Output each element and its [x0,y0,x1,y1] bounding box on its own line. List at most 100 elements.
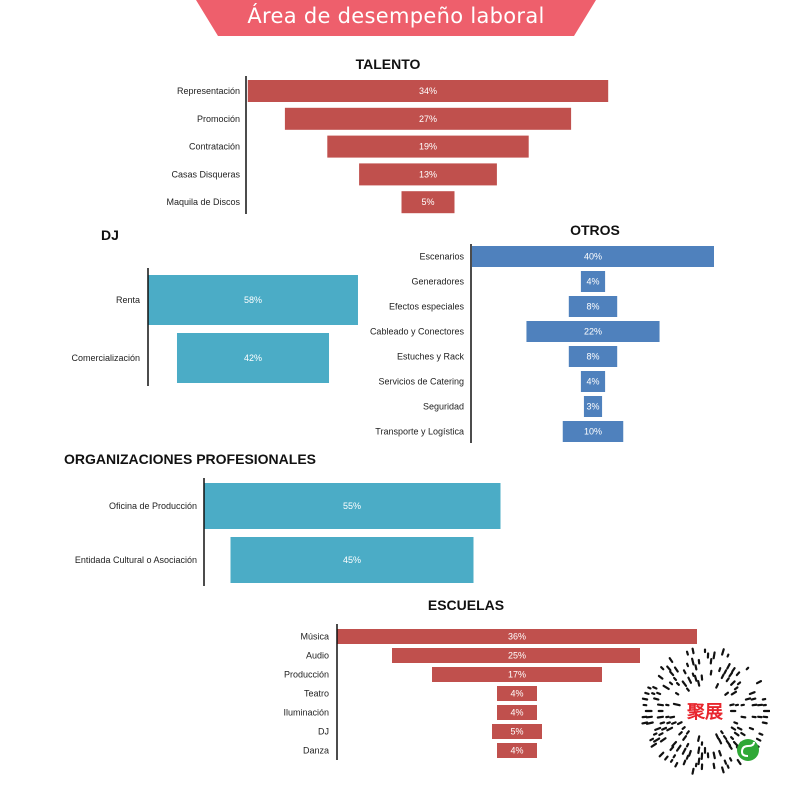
qr-dot [750,697,757,701]
qr-dot [651,692,656,696]
chart-title-organizaciones: ORGANIZACIONES PROFESIONALES [64,451,316,467]
qr-dot [656,691,662,696]
qr-dot [687,676,693,684]
value-label-escuelas-0: 36% [508,632,526,642]
qr-dot [712,762,716,770]
bar-otros-5 [580,371,606,392]
qr-dot [673,676,678,682]
qr-dot [732,740,739,748]
qr-dot [647,686,652,690]
qr-dot [666,726,674,732]
qr-dot [652,732,658,736]
category-label-otros-0: Escenarios [419,252,464,262]
bar-otros-0 [472,246,714,267]
chart-title-talento: TALENTO [356,56,421,72]
qr-dot [669,715,676,719]
value-label-escuelas-5: 5% [510,727,523,737]
qr-dot [658,732,664,737]
bar-escuelas-6 [497,743,537,758]
qr-dot [653,697,660,701]
qr-dot [694,664,698,671]
qr-dot [721,648,725,656]
qr-dot [733,686,739,691]
qr-dot [685,742,690,748]
qr-dot [736,726,743,731]
qr-dot [720,730,724,735]
qr-dot [666,665,672,672]
qr-dot [709,658,713,665]
value-label-escuelas-1: 25% [508,651,526,661]
qr-code[interactable]: 聚展 [640,646,770,776]
qr-dot [662,684,670,691]
qr-dot [685,730,690,735]
qr-dot [660,666,665,671]
qr-dot [718,749,722,757]
category-label-escuelas-5: DJ [318,727,329,737]
qr-dot [691,647,695,655]
value-label-organizaciones-0: 55% [343,501,361,511]
qr-dot [730,680,736,686]
qr-dot [733,721,739,725]
value-label-organizaciones-1: 45% [343,555,361,565]
qr-dot [715,683,720,689]
value-label-escuelas-6: 4% [510,746,523,756]
qr-dot [722,735,728,741]
bar-otros-3 [526,321,660,342]
qr-dot [718,667,722,673]
qr-dot [728,744,733,750]
bar-escuelas-1 [392,648,642,663]
qr-dot [731,667,736,673]
qr-dot [733,731,740,737]
qr-dot [675,681,680,686]
qr-dot [676,721,683,726]
qr-dot [674,761,679,768]
title-banner [196,0,596,36]
qr-dot [755,737,762,742]
qr-dot [726,653,730,658]
bar-otros-7 [562,421,624,442]
qr-dot [685,650,689,656]
qr-dot [697,746,701,755]
qr-dot [697,735,701,742]
bar-escuelas-2 [432,667,602,682]
qr-dot [653,737,661,743]
bar-talento-1 [284,107,572,130]
qr-dot [691,657,695,666]
bar-otros-2 [568,296,618,317]
qr-dot [723,759,728,765]
qr-dot [744,697,752,701]
value-label-talento-3: 13% [419,169,437,179]
banner-shape [196,0,596,36]
category-label-dj-1: Comercialización [71,353,140,363]
category-label-talento-0: Representación [177,86,240,96]
value-label-otros-3: 22% [584,327,602,337]
qr-dot [715,733,720,740]
qr-dot [748,726,755,731]
bar-escuelas-3 [497,686,537,701]
bar-talento-0 [247,80,609,102]
qr-dot [664,755,669,761]
qr-dot [721,766,725,774]
category-label-otros-7: Transporte y Logística [375,427,464,437]
qr-dot [649,737,655,742]
qr-dot [728,671,734,678]
value-label-otros-2: 8% [586,302,599,312]
qr-dot [654,726,662,731]
value-label-talento-1: 27% [419,114,437,124]
qr-dot [726,764,730,769]
qr-dot [641,721,649,725]
bar-escuelas-0 [337,629,697,644]
qr-dot [720,673,725,680]
category-label-escuelas-6: Danza [303,746,329,756]
qr-dot [730,690,738,696]
bar-talento-3 [359,163,497,186]
value-label-escuelas-2: 17% [508,670,526,680]
chart-title-otros: OTROS [570,222,620,238]
qr-dot [748,691,756,696]
category-label-organizaciones-1: Entidada Cultural o Asociación [75,555,197,565]
qr-dot [671,721,677,725]
qr-dot [755,679,763,685]
qr-dot [712,751,716,760]
qr-dot [672,754,677,759]
category-label-organizaciones-0: Oficina de Producción [109,501,197,511]
